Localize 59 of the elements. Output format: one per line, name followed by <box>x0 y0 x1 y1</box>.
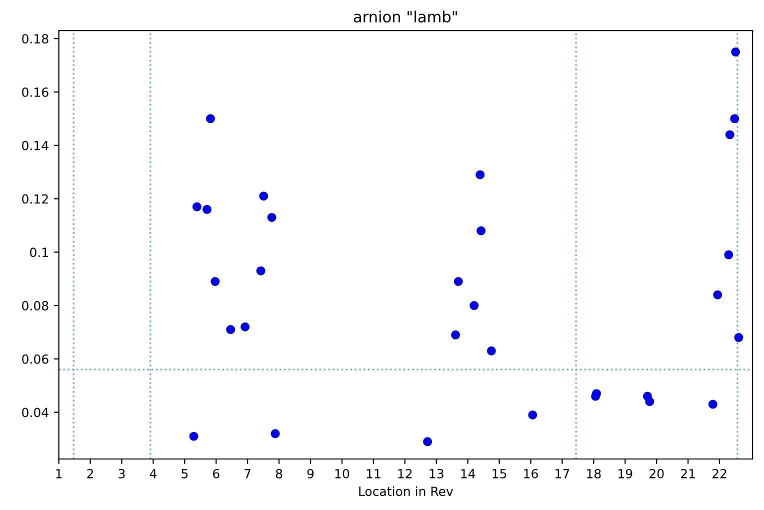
point <box>724 250 734 260</box>
x-tick-label: 13 <box>430 468 444 478</box>
x-tick-label: 20 <box>650 468 664 478</box>
point <box>730 114 740 124</box>
point <box>476 170 485 180</box>
point <box>486 346 496 356</box>
x-tick-label: 6 <box>213 468 220 478</box>
x-tick-label: 7 <box>244 469 250 478</box>
y-tick-label: 0.16 <box>22 87 48 97</box>
point <box>725 130 734 140</box>
point <box>210 277 220 286</box>
x-tick-label: 9 <box>307 468 314 478</box>
chart-title: arnion "lamb" <box>354 10 457 22</box>
point <box>189 432 198 441</box>
point <box>645 397 654 406</box>
point <box>731 47 740 56</box>
y-tick-label: 0.1 <box>30 248 48 258</box>
x-tick-label: 2 <box>87 468 94 478</box>
point <box>256 266 266 276</box>
y-tick-label: 0.14 <box>22 140 48 150</box>
point <box>470 301 479 310</box>
x-tick-label: 12 <box>398 468 412 478</box>
x-tick-label: 10 <box>335 468 350 478</box>
y-tick-label: 0.04 <box>22 408 48 418</box>
x-tick-label: 4 <box>150 469 156 478</box>
point <box>240 322 250 332</box>
point <box>206 114 215 124</box>
point <box>202 204 212 214</box>
point <box>423 437 432 446</box>
x-tick-label: 3 <box>118 468 125 478</box>
y-tick-label: 0.12 <box>22 194 48 204</box>
x-tick-label: 16 <box>524 468 538 478</box>
point <box>267 212 276 222</box>
x-tick-label: 22 <box>712 468 726 478</box>
point <box>192 202 202 212</box>
x-tick-label: 21 <box>681 468 695 478</box>
y-tick-label: 0.06 <box>22 354 48 364</box>
x-tick-label: 17 <box>556 469 570 478</box>
x-tick-label: 5 <box>182 469 188 478</box>
x-axis-title: Location in Rev <box>359 486 454 496</box>
point <box>451 330 460 340</box>
x-tick-label: 19 <box>618 468 632 478</box>
y-tick-label: 0.18 <box>22 34 48 44</box>
point <box>270 429 280 438</box>
point <box>708 400 718 409</box>
point <box>476 226 486 236</box>
x-tick-label: 14 <box>461 469 476 478</box>
x-tick-label: 11 <box>366 469 380 478</box>
point <box>713 290 722 300</box>
x-tick-label: 15 <box>492 469 506 478</box>
x-tick-label: 18 <box>587 468 601 478</box>
point <box>259 192 268 201</box>
point <box>734 333 744 342</box>
y-tick-label: 0.08 <box>22 300 48 310</box>
x-tick-label: 1 <box>56 469 62 478</box>
point <box>226 325 236 334</box>
x-tick-label: 8 <box>276 468 282 478</box>
point <box>454 277 463 286</box>
point <box>528 410 538 420</box>
